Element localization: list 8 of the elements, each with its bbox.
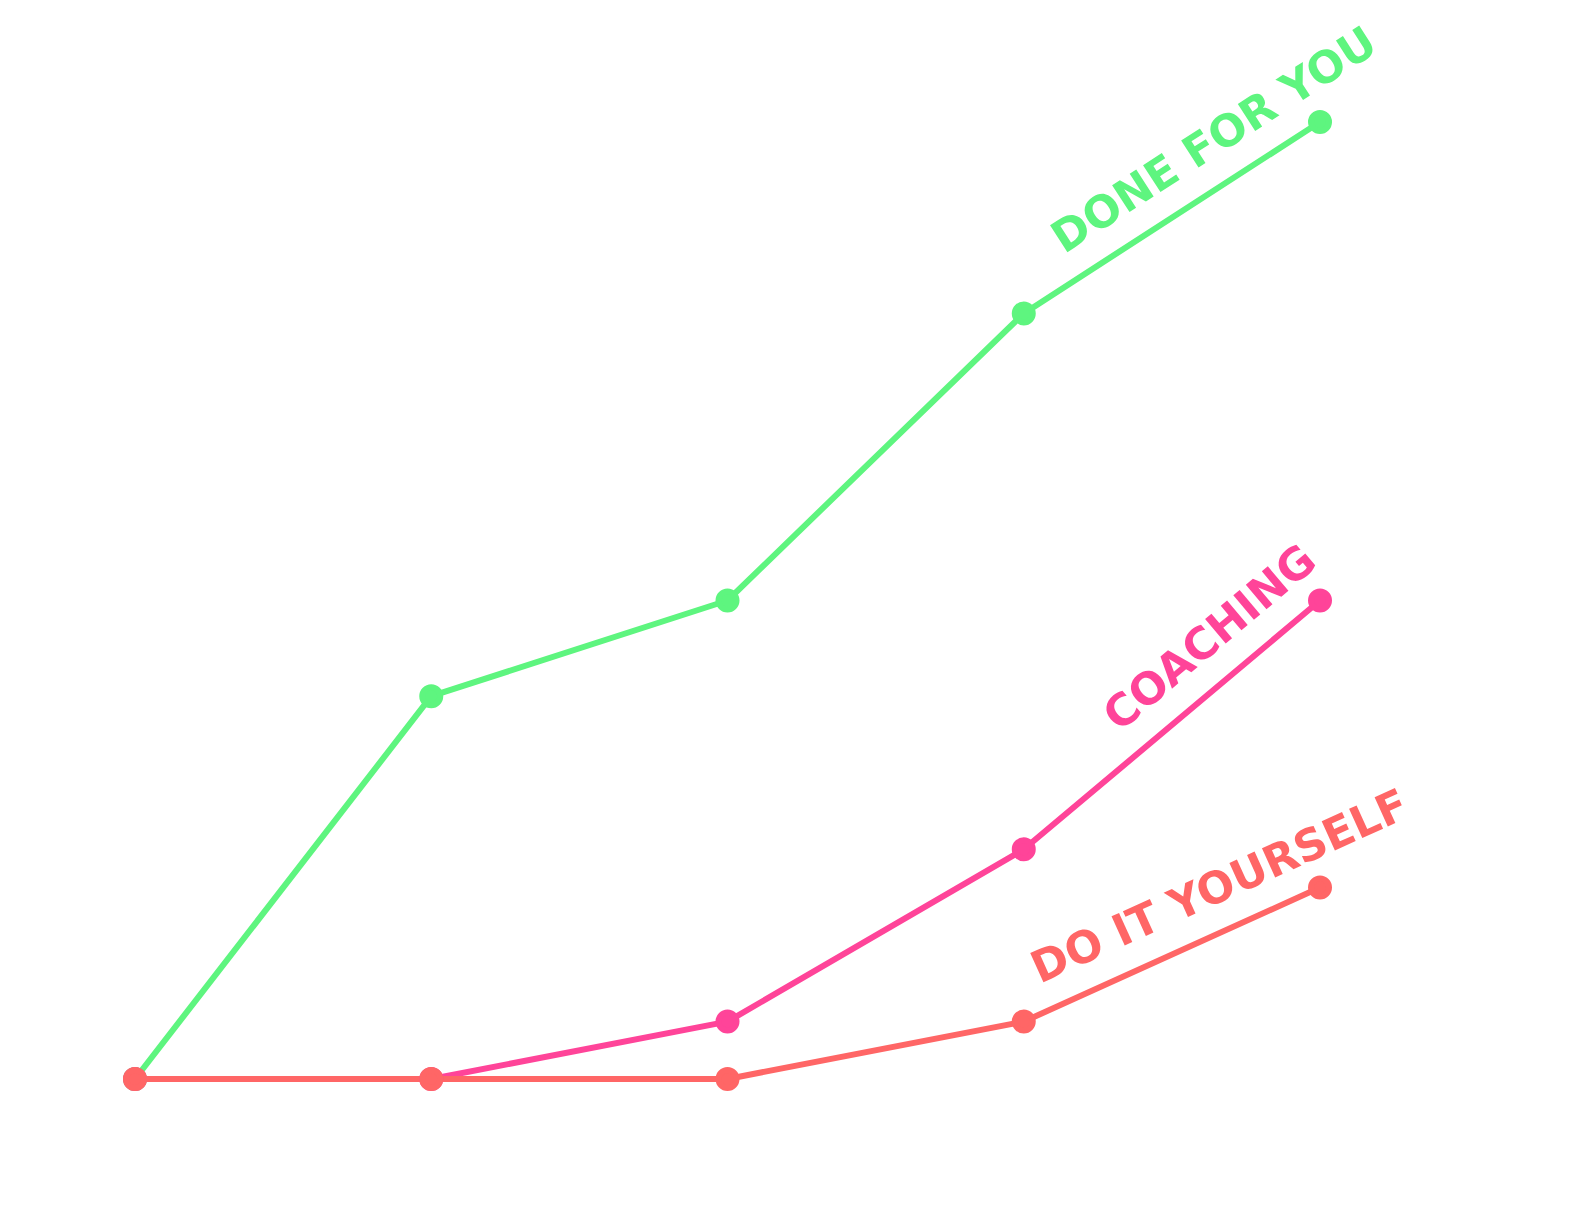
- point: [1011, 837, 1036, 862]
- point: [419, 684, 444, 709]
- point: [715, 1067, 740, 1091]
- point: [1308, 110, 1333, 134]
- point: [715, 1009, 740, 1034]
- point: [1011, 301, 1036, 326]
- point: [1011, 1009, 1036, 1034]
- point: [715, 588, 740, 613]
